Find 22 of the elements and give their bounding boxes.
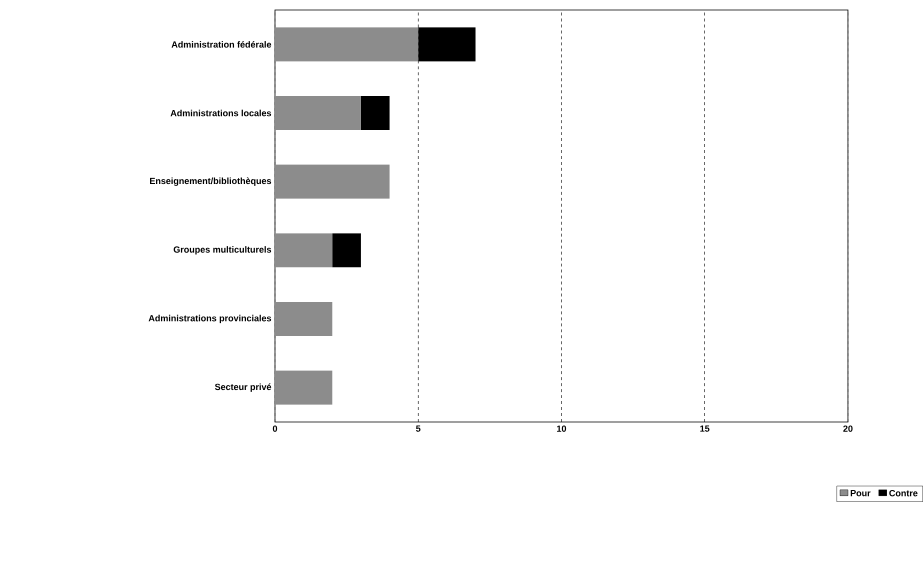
y-tick-label: Groupes multiculturels [174,246,272,255]
bar [418,27,476,62]
bar [274,96,361,130]
x-tick-label: 5 [416,425,420,432]
bar [332,233,361,268]
bar [274,233,332,268]
x-tick-label: 15 [700,425,710,432]
legend-label: Contre [889,490,918,496]
y-tick-label: Secteur privé [214,383,272,392]
legend-label: Pour [850,490,870,496]
bar [274,164,390,199]
bar [360,96,390,130]
bar [274,27,418,62]
x-tick-label: 10 [557,425,566,432]
y-tick-label: Administrations locales [170,110,272,116]
y-tick-label: Administrations provinciales [148,314,272,324]
bar [274,370,332,405]
x-tick-label: 20 [843,425,853,432]
bar [274,302,332,336]
x-tick-label: 0 [272,425,278,432]
y-tick-label: Enseignement/bibliothèques [150,177,272,186]
y-tick-label: Administration fédérale [172,41,272,48]
